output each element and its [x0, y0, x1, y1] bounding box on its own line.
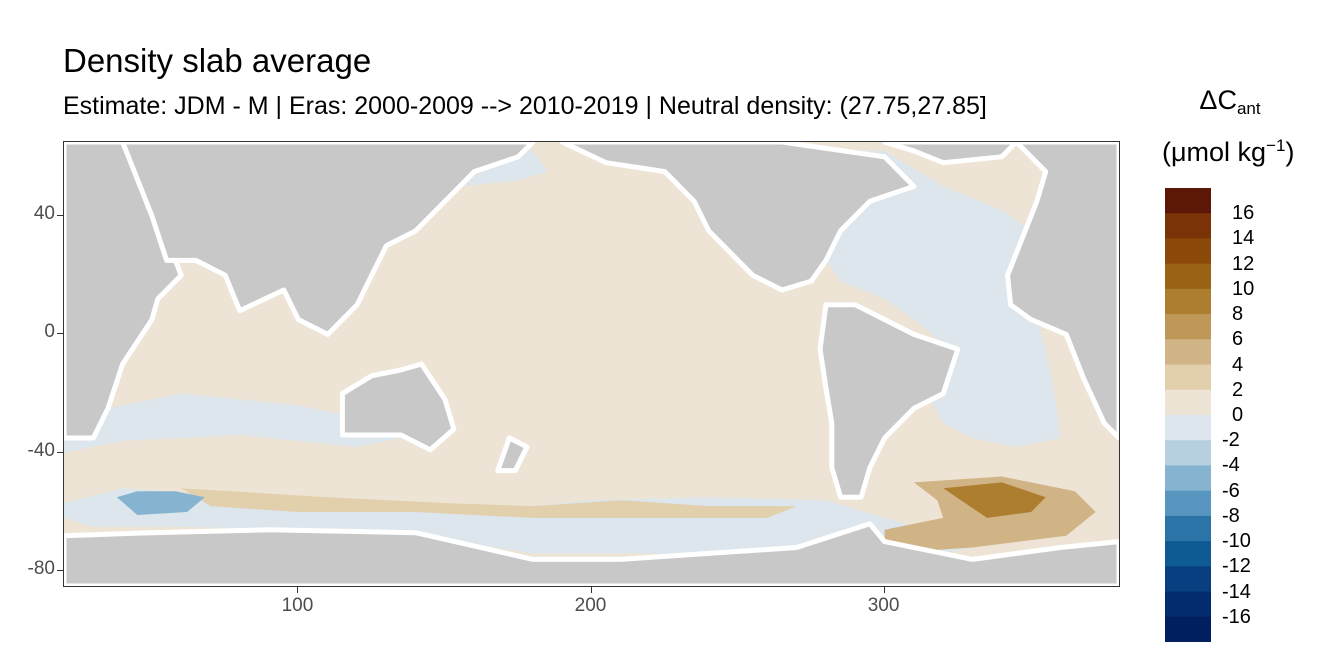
region-north-atlantic-negative: [796, 150, 1061, 447]
legend-swatch: [1165, 314, 1211, 340]
land-greenland: [882, 142, 1019, 166]
legend-unit-superscript: −1: [1266, 136, 1286, 155]
chart-title: Density slab average: [63, 42, 372, 79]
legend-unit-prefix: (μmol kg: [1162, 137, 1267, 167]
legend-unit: (μmol kg−1): [1162, 136, 1322, 168]
land-south-america: [817, 302, 961, 500]
legend-swatch: [1165, 213, 1211, 239]
x-tick-label: 300: [867, 595, 900, 616]
y-tick-mark: [57, 570, 63, 572]
legend-swatch: [1165, 389, 1211, 416]
land-north-america: [559, 142, 917, 293]
legend-label: 8: [1232, 303, 1244, 326]
y-tick-label: 0: [44, 321, 55, 343]
land-masses: [64, 142, 1119, 586]
legend-swatch: [1165, 541, 1211, 567]
legend-title: ΔCant: [1160, 86, 1300, 123]
region-indian-sector-strong-negative: [116, 491, 205, 515]
legend-label: 0: [1232, 404, 1244, 426]
legend-swatch: [1165, 515, 1211, 542]
y-tick-mark: [57, 451, 63, 453]
y-tick-label: -80: [27, 558, 55, 580]
legend-colorbar: [1165, 188, 1211, 642]
land-new-zealand: [495, 435, 530, 474]
legend-unit-suffix: ): [1285, 137, 1295, 167]
map-plot: [64, 142, 1119, 586]
legend-swatch: [1165, 465, 1211, 492]
legend-label: 12: [1232, 252, 1255, 275]
legend-label: -8: [1222, 504, 1240, 527]
x-tick-mark: [590, 587, 592, 593]
legend-swatch: [1165, 263, 1211, 290]
legend-swatch: [1165, 566, 1211, 593]
legend-swatch: [1165, 188, 1211, 214]
legend-swatch: [1165, 288, 1211, 315]
y-tick-label: -40: [27, 439, 55, 461]
legend-title-symbol: ΔC: [1199, 85, 1237, 115]
legend-label: 16: [1232, 202, 1255, 225]
y-tick-mark: [57, 215, 63, 216]
legend-swatch: [1165, 490, 1211, 517]
legend-label: -2: [1222, 429, 1240, 452]
legend-label: 10: [1232, 277, 1255, 300]
map-panel: [63, 141, 1120, 587]
x-tick-label: 100: [281, 595, 314, 616]
legend-label: -10: [1222, 530, 1251, 553]
legend-label: 14: [1232, 227, 1255, 250]
legend-swatch: [1165, 238, 1211, 265]
chart-subtitle: Estimate: JDM - M | Eras: 2000-2009 --> …: [63, 92, 987, 120]
land-australia: [339, 361, 457, 453]
legend-label: -4: [1222, 454, 1240, 477]
legend-label: -6: [1222, 479, 1240, 502]
land-antarctica: [64, 521, 1119, 586]
legend-swatch: [1165, 591, 1211, 618]
x-tick-label: 200: [574, 595, 607, 616]
legend-title-subscript: ant: [1236, 99, 1261, 118]
legend-label: 4: [1232, 353, 1244, 376]
land-europe-africa-wrap: [1005, 142, 1119, 441]
legend-label: -14: [1222, 580, 1251, 603]
legend-swatch: [1165, 364, 1211, 391]
legend-swatch: [1165, 415, 1211, 441]
legend-label: 2: [1232, 378, 1244, 401]
legend-label: -12: [1222, 555, 1251, 578]
region-indian-ocean-negative-band: [64, 393, 416, 453]
y-tick-label: 40: [33, 203, 55, 224]
legend-swatch: [1165, 339, 1211, 366]
legend-label: 6: [1232, 328, 1244, 351]
region-weddell-core: [943, 482, 1046, 518]
legend-label: -16: [1222, 605, 1251, 628]
x-tick-mark: [297, 587, 299, 593]
region-southern-ocean-positive-band: [181, 488, 797, 518]
y-tick-mark: [57, 333, 63, 335]
x-tick-mark: [883, 587, 885, 593]
legend-swatch: [1165, 440, 1211, 466]
legend-swatch: [1165, 616, 1211, 642]
land-asia: [120, 142, 536, 337]
